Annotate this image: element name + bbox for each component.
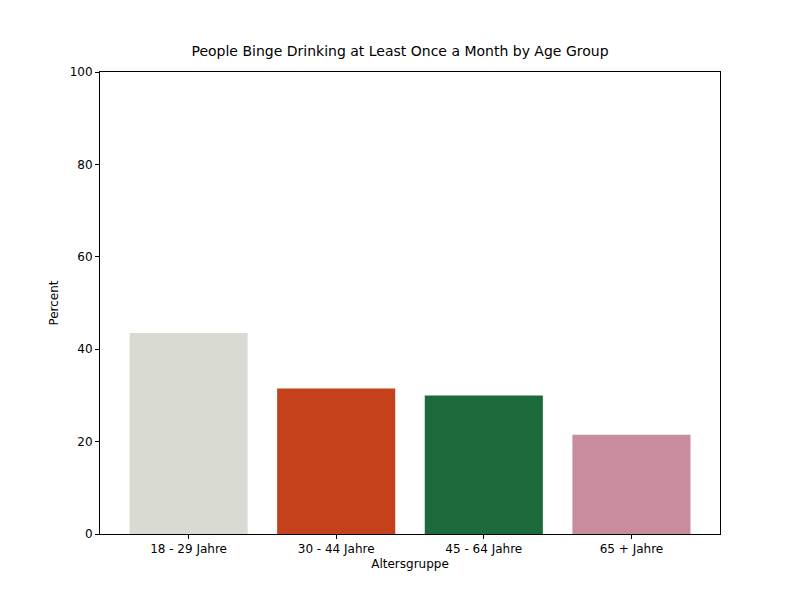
svg-text:Altersgruppe: Altersgruppe	[371, 557, 449, 571]
svg-text:18 - 29 Jahre: 18 - 29 Jahre	[150, 542, 227, 556]
svg-text:80: 80	[77, 158, 92, 172]
svg-text:20: 20	[77, 435, 92, 449]
svg-text:People Binge Drinking at Least: People Binge Drinking at Least Once a Mo…	[191, 43, 608, 59]
svg-text:100: 100	[70, 65, 93, 79]
svg-text:0: 0	[85, 527, 93, 541]
svg-text:65 + Jahre: 65 + Jahre	[600, 542, 664, 556]
svg-text:30 - 44 Jahre: 30 - 44 Jahre	[298, 542, 375, 556]
svg-text:60: 60	[77, 250, 92, 264]
svg-text:40: 40	[77, 342, 92, 356]
svg-text:45 - 64 Jahre: 45 - 64 Jahre	[445, 542, 522, 556]
svg-text:Percent: Percent	[47, 280, 61, 325]
